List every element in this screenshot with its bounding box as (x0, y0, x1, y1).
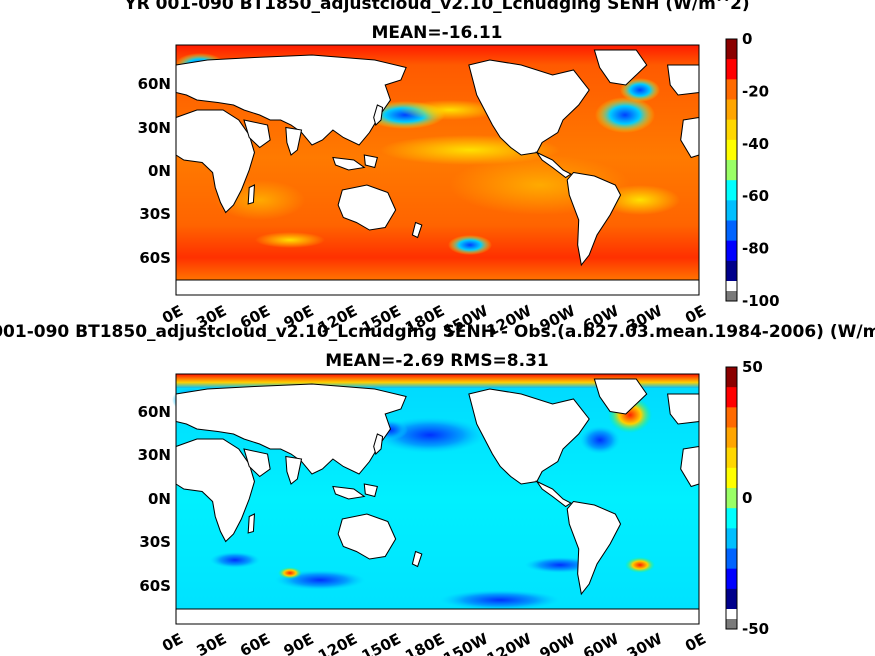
panel-2-x-tick: 120W (484, 629, 535, 656)
panel-2-colorbar: 50 0 -50 (725, 358, 769, 638)
panel-1-colorbar-missing (726, 291, 737, 301)
panel-2-colorbar-tick: 50 (742, 358, 763, 376)
panel-1-colorbar-tick: -40 (742, 135, 769, 153)
panel-1-title-line1: YR 001-090 BT1850_adjustcloud_v2.10_Lcnu… (123, 0, 749, 14)
panel-2-map (172, 373, 700, 625)
panel-2-x-tick: 30E (194, 630, 230, 656)
panel-1-colorbar-segment (726, 260, 737, 282)
panel-1-colorbar: 0 -20 -40 -60 -80 -100 (725, 30, 780, 310)
panel-2-colorbar-segment (726, 367, 737, 388)
panel-2-title-line2: MEAN=-2.69 RMS=8.31 (325, 351, 549, 371)
panel-1-y-ticks: 60N 30N 0N 30S 60S (138, 75, 171, 267)
panel-2-x-tick: 0E (159, 630, 186, 656)
panel-2-title-line1: YR 001-090 BT1850_adjustcloud_v2.10_Lcnu… (0, 322, 875, 342)
panel-1-y-tick: 60S (139, 249, 171, 267)
panel-2-colorbar-segment (726, 528, 737, 549)
panel-1-colorbar-segment (726, 39, 737, 60)
panel-1-map (175, 44, 700, 296)
panel-1-colorbar-tick: -80 (742, 240, 769, 258)
panel-1-colorbar-segment (726, 240, 737, 262)
panel-1-colorbar-tick: -60 (742, 187, 769, 205)
panel-2-colorbar-segment (726, 588, 737, 610)
panel-2: YR 001-090 BT1850_adjustcloud_v2.10_Lcnu… (0, 322, 875, 656)
panel-2-y-tick: 0N (148, 490, 171, 508)
panel-1-colorbar-segment (726, 160, 737, 181)
panel-2-x-tick: 60E (237, 630, 273, 656)
panel-2-y-tick: 30N (138, 446, 171, 464)
panel-2-colorbar-segment (726, 488, 737, 509)
panel-2-colorbar-segment (726, 568, 737, 590)
panel-1-colorbar-tick: 0 (742, 30, 752, 48)
panel-2-x-tick: 60W (580, 629, 622, 656)
panel-2-colorbar-segment (726, 407, 737, 428)
panel-2-x-tick: 120E (315, 630, 360, 656)
panel-2-x-tick: 90E (281, 630, 317, 656)
panel-2-y-ticks: 60N 30N 0N 30S 60S (138, 403, 171, 595)
panel-1-colorbar-segment (726, 79, 737, 100)
panel-2-x-tick: 150E (359, 630, 404, 656)
panel-1-title-line2: MEAN=-16.11 (372, 23, 503, 43)
panel-2-colorbar-tick: -50 (742, 620, 769, 638)
panel-1-colorbar-segment (726, 220, 737, 242)
panel-2-colorbar-segment (726, 387, 737, 408)
panel-1-y-tick: 30S (139, 205, 171, 223)
panel-1-colorbar-segment (726, 200, 737, 221)
panel-2-x-tick: 90W (537, 629, 579, 656)
panel-2-x-tick: 30W (624, 629, 666, 656)
panel-2-colorbar-segment (726, 508, 737, 529)
panel-1-colorbar-segment (726, 119, 737, 141)
panel-2-colorbar-segment (726, 427, 737, 449)
panel-2-colorbar-segment (726, 467, 737, 489)
panel-1-y-tick: 60N (138, 75, 171, 93)
panel-2-colorbar-tick: 0 (742, 489, 752, 507)
panel-2-colorbar-segment (726, 447, 737, 469)
panel-1-y-tick: 30N (138, 119, 171, 137)
panel-2-colorbar-missing (726, 619, 737, 629)
panel-2-y-tick: 60N (138, 403, 171, 421)
panel-2-x-tick: 0E (682, 630, 709, 656)
panel-1-colorbar-segment (726, 99, 737, 121)
panel-1: YR 001-090 BT1850_adjustcloud_v2.10_Lcnu… (123, 0, 779, 340)
panel-2-y-tick: 60S (139, 577, 171, 595)
panel-2-colorbar-segment (726, 548, 737, 570)
panel-1-colorbar-segment (726, 180, 737, 201)
panel-1-colorbar-tick: -100 (742, 292, 780, 310)
panel-1-colorbar-segment (726, 59, 737, 80)
panel-2-y-tick: 30S (139, 533, 171, 551)
panel-1-y-tick: 0N (148, 162, 171, 180)
panel-1-colorbar-tick: -20 (742, 82, 769, 100)
panel-1-colorbar-segment (726, 139, 737, 161)
